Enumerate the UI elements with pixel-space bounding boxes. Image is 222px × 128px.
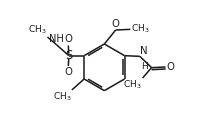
- Text: O: O: [64, 67, 72, 77]
- Text: CH$_3$: CH$_3$: [28, 24, 47, 36]
- Text: H: H: [142, 62, 148, 71]
- Text: NH: NH: [49, 34, 64, 44]
- Text: O: O: [166, 62, 174, 72]
- Text: S: S: [65, 49, 72, 62]
- Text: O: O: [64, 34, 72, 44]
- Text: CH$_3$: CH$_3$: [123, 79, 142, 91]
- Text: CH$_3$: CH$_3$: [131, 23, 150, 35]
- Text: N: N: [140, 46, 148, 56]
- Text: CH$_3$: CH$_3$: [53, 90, 71, 103]
- Text: O: O: [112, 19, 120, 29]
